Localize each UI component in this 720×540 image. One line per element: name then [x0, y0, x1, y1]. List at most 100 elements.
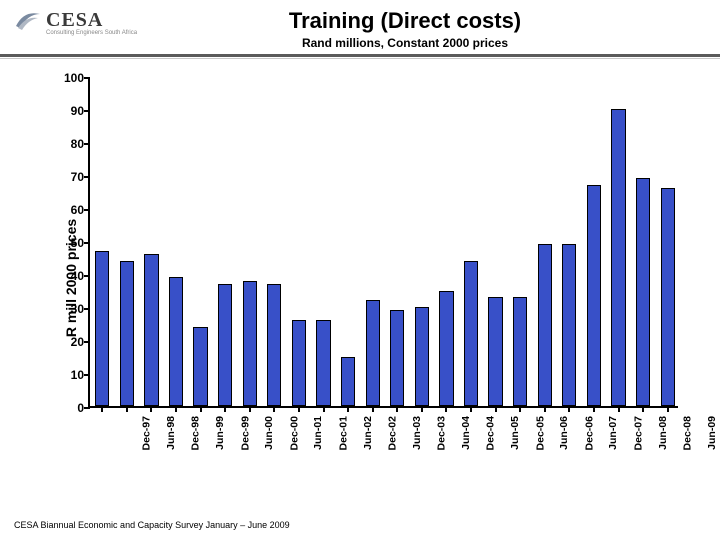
x-tick-label: Dec-99	[239, 416, 251, 450]
plot-area: 0102030405060708090100Dec-97Jun-98Dec-98…	[88, 78, 678, 408]
y-tick-label: 70	[54, 170, 84, 184]
y-tick	[84, 209, 90, 211]
y-tick	[84, 275, 90, 277]
bar	[267, 284, 281, 406]
x-tick	[618, 406, 620, 412]
bar	[661, 188, 675, 406]
y-tick	[84, 242, 90, 244]
y-tick	[84, 176, 90, 178]
logo-icon	[14, 6, 42, 34]
bar	[341, 357, 355, 407]
x-tick	[568, 406, 570, 412]
bar	[538, 244, 552, 406]
x-tick	[101, 406, 103, 412]
bar	[415, 307, 429, 406]
x-tick	[175, 406, 177, 412]
y-tick-label: 30	[54, 302, 84, 316]
x-tick	[470, 406, 472, 412]
x-tick-label: Dec-00	[288, 416, 300, 450]
y-tick-label: 80	[54, 137, 84, 151]
x-tick-label: Jun-09	[706, 416, 718, 450]
x-tick	[642, 406, 644, 412]
y-tick-label: 60	[54, 203, 84, 217]
x-tick	[126, 406, 128, 412]
x-tick	[273, 406, 275, 412]
x-tick-label: Jun-00	[263, 416, 275, 450]
x-tick-label: Jun-05	[509, 416, 521, 450]
bar	[390, 310, 404, 406]
x-tick	[298, 406, 300, 412]
y-tick-label: 50	[54, 236, 84, 250]
x-tick-label: Dec-97	[141, 416, 153, 450]
bar	[169, 277, 183, 406]
x-tick-label: Jun-08	[656, 416, 668, 450]
x-tick-label: Dec-06	[583, 416, 595, 450]
page-subtitle: Rand millions, Constant 2000 prices	[90, 36, 720, 50]
x-tick	[224, 406, 226, 412]
x-tick-label: Jun-01	[312, 416, 324, 450]
y-tick-label: 20	[54, 335, 84, 349]
x-tick	[323, 406, 325, 412]
x-tick-label: Dec-01	[337, 416, 349, 450]
bar	[120, 261, 134, 406]
x-tick-label: Jun-98	[165, 416, 177, 450]
x-tick	[495, 406, 497, 412]
y-tick	[84, 341, 90, 343]
bar	[316, 320, 330, 406]
bar	[193, 327, 207, 406]
y-tick-label: 0	[54, 401, 84, 415]
x-tick	[667, 406, 669, 412]
chart: R mill 2000 prices 010203040506070809010…	[50, 78, 690, 478]
page-title: Training (Direct costs)	[90, 8, 720, 34]
x-tick-label: Dec-98	[190, 416, 202, 450]
header-rule-light	[0, 58, 720, 59]
bar	[636, 178, 650, 406]
bar	[218, 284, 232, 406]
x-tick	[200, 406, 202, 412]
y-tick-label: 40	[54, 269, 84, 283]
x-tick-label: Dec-04	[485, 416, 497, 450]
y-tick	[84, 110, 90, 112]
header: CESA Consulting Engineers South Africa T…	[0, 0, 720, 63]
x-tick-label: Dec-02	[387, 416, 399, 450]
x-tick	[396, 406, 398, 412]
x-tick-label: Jun-06	[558, 416, 570, 450]
x-tick-label: Jun-03	[411, 416, 423, 450]
x-tick-label: Dec-08	[682, 416, 694, 450]
x-tick-label: Jun-02	[361, 416, 373, 450]
x-tick	[249, 406, 251, 412]
x-tick	[519, 406, 521, 412]
y-tick	[84, 407, 90, 409]
bar	[243, 281, 257, 406]
x-tick	[421, 406, 423, 412]
y-tick	[84, 374, 90, 376]
x-tick-label: Dec-05	[534, 416, 546, 450]
x-tick-label: Dec-03	[436, 416, 448, 450]
x-tick	[150, 406, 152, 412]
y-tick-label: 100	[54, 71, 84, 85]
x-tick-label: Jun-99	[214, 416, 226, 450]
bar	[488, 297, 502, 406]
bar	[366, 300, 380, 406]
header-rule-dark	[0, 54, 720, 57]
bar	[292, 320, 306, 406]
y-tick	[84, 77, 90, 79]
bar	[439, 291, 453, 407]
y-tick	[84, 143, 90, 145]
bar	[144, 254, 158, 406]
x-tick	[372, 406, 374, 412]
bar	[513, 297, 527, 406]
x-tick	[544, 406, 546, 412]
y-tick-label: 90	[54, 104, 84, 118]
bar	[611, 109, 625, 406]
x-tick	[593, 406, 595, 412]
footer-text: CESA Biannual Economic and Capacity Surv…	[14, 520, 290, 530]
x-tick-label: Dec-07	[632, 416, 644, 450]
y-tick	[84, 308, 90, 310]
bar	[95, 251, 109, 406]
x-tick-label: Jun-07	[607, 416, 619, 450]
bar	[562, 244, 576, 406]
logo-text: CESA	[46, 9, 103, 32]
x-tick-label: Jun-04	[460, 416, 472, 450]
y-tick-label: 10	[54, 368, 84, 382]
